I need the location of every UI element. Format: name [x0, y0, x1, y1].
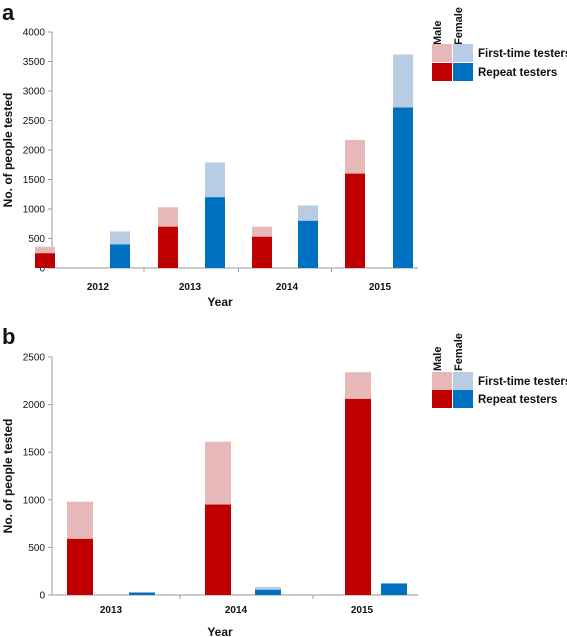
x-axis-title: Year	[207, 625, 233, 637]
y-axis-title: No. of people tested	[1, 419, 15, 534]
bar-male-first-time-2013	[67, 501, 93, 539]
y-tick-label: 500	[28, 543, 45, 554]
x-tick-label: 2013	[100, 605, 123, 616]
legend-label-first-time: First-time testers	[478, 48, 567, 60]
bar-female-first-time-2013	[205, 162, 225, 198]
bar-male-repeat-2015	[345, 398, 371, 595]
legend-swatch-female-first-time	[453, 372, 473, 390]
panel-a: a 0 500 1000 1500 2000 2500 3000 3500 4000 2012 201…	[1, 0, 567, 309]
legend-swatch-female-first-time	[453, 44, 473, 62]
x-tick-label: 2013	[179, 282, 202, 293]
y-tick-label: 1000	[23, 495, 46, 506]
x-tick-label: 2012	[87, 282, 110, 293]
y-tick-label: 1500	[23, 448, 46, 459]
legend-label-repeat: Repeat testers	[478, 394, 557, 406]
legend-swatch-male-repeat	[432, 390, 452, 408]
panel-b: b 0 500 1000 1500 2000 2500 2013 2014 2015 Year No.…	[1, 324, 567, 637]
legend-swatch-male-first-time	[432, 44, 452, 62]
x-axis-title: Year	[207, 295, 233, 309]
y-tick-label: 500	[28, 234, 45, 245]
x-tick-label: 2014	[225, 605, 248, 616]
y-tick-label: 1500	[23, 175, 46, 186]
bar-female-repeat-2014	[298, 220, 318, 268]
legend-swatch-female-repeat	[453, 390, 473, 408]
bar-female-repeat-2012	[110, 244, 130, 268]
bar-female-first-time-2014	[298, 205, 318, 221]
bar-female-first-time-2014	[255, 586, 281, 590]
bar-male-first-time-2014	[205, 441, 231, 505]
legend-swatch-male-repeat	[432, 63, 452, 81]
x-tick-label: 2014	[276, 282, 299, 293]
bar-male-repeat-2015	[345, 173, 365, 268]
legend-male-heading: Male	[432, 21, 444, 45]
y-tick-label: 3000	[23, 87, 46, 98]
legend-label-repeat: Repeat testers	[478, 67, 557, 79]
y-tick-label: 2500	[23, 353, 46, 364]
bar-male-repeat-2013	[158, 226, 178, 268]
legend: Male Female First-time testers Repeat teste…	[432, 7, 567, 81]
bar-female-repeat-2014	[255, 589, 281, 595]
x-tick-label: 2015	[351, 605, 374, 616]
bar-female-repeat-2013	[205, 197, 225, 268]
bar-female-first-time-2015	[393, 54, 413, 108]
y-tick-label: 1000	[23, 205, 46, 216]
y-tick-label: 0	[39, 264, 45, 275]
bar-male-first-time-2014	[252, 226, 272, 237]
bar-male-first-time-2015	[345, 372, 371, 399]
bar-male-first-time-2012	[35, 246, 55, 254]
legend-label-first-time: First-time testers	[478, 376, 567, 388]
bar-male-repeat-2014	[252, 236, 272, 268]
bar-male-repeat-2013	[67, 538, 93, 595]
y-tick-label: 4000	[23, 28, 46, 39]
bar-male-repeat-2012	[35, 253, 55, 268]
y-axis-title: No. of people tested	[1, 93, 15, 208]
panel-letter: b	[2, 324, 15, 349]
legend-male-heading: Male	[432, 347, 444, 371]
legend-female-heading: Female	[453, 7, 465, 45]
legend: Male Female First-time testers Repeat teste…	[432, 333, 567, 408]
y-tick-label: 2000	[23, 146, 46, 157]
legend-swatch-male-first-time	[432, 372, 452, 390]
y-tick-label: 2000	[23, 400, 46, 411]
bar-female-repeat-2015	[393, 107, 413, 269]
y-tick-label: 2500	[23, 116, 46, 127]
y-tick-label: 3500	[23, 57, 46, 68]
bar-male-repeat-2014	[205, 504, 231, 595]
panel-letter: a	[2, 0, 15, 25]
bar-male-first-time-2013	[158, 207, 178, 227]
legend-swatch-female-repeat	[453, 63, 473, 81]
y-tick-label: 0	[39, 591, 45, 602]
x-tick-label: 2015	[369, 282, 392, 293]
bar-female-first-time-2012	[110, 231, 130, 245]
bar-male-first-time-2015	[345, 139, 365, 174]
legend-female-heading: Female	[453, 333, 465, 371]
bar-female-repeat-2015	[381, 583, 407, 595]
bar-female-repeat-2013	[129, 592, 155, 595]
